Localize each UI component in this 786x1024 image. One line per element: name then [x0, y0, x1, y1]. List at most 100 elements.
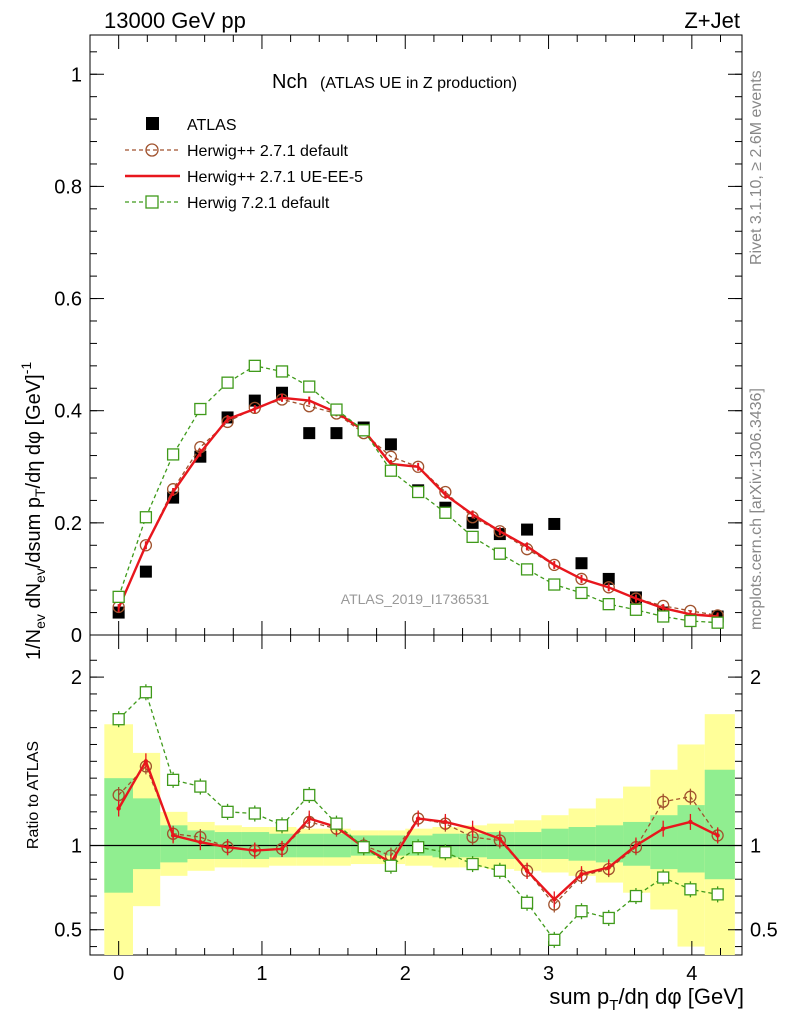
ratio-uee5-point: [688, 819, 693, 825]
atlas-data-point: [384, 438, 397, 451]
main-series-3: [112, 359, 724, 629]
atlas-data-point: [548, 517, 561, 530]
ratio-uee5-point: [443, 819, 448, 825]
ratio-plot-series: [112, 684, 724, 948]
herwig7-point: [139, 511, 153, 524]
rivet-version-label: Rivet 3.1.10, ≥ 2.6M events: [748, 70, 765, 265]
ratio-herwig7-point: [303, 788, 316, 802]
ratio-uee5-point: [415, 816, 421, 821]
ratio-herwig7-point: [248, 807, 261, 820]
plot-subtitle: (ATLAS UE in Z production): [320, 75, 517, 92]
herwig-default-point: [602, 581, 615, 594]
main-series-line-2: [117, 396, 718, 618]
ratio-herwig7-point: [575, 905, 588, 918]
ratio-herwig7-point: [357, 841, 370, 854]
ratio-y-axis-label: Ratio to ATLAS: [25, 741, 42, 849]
herwig7-point: [684, 614, 697, 628]
ratio-herwig7-point: [139, 686, 153, 699]
plot-title: Nch: [272, 71, 308, 93]
atlas-data-point: [167, 491, 180, 504]
legend-herwig7-label: Herwig 7.2.1 default: [187, 195, 330, 212]
herwig7-point: [629, 603, 643, 616]
ratio-uncertainty-bands: [104, 714, 735, 955]
ratio-uee5-point: [470, 826, 475, 831]
ratio-herwig7-point: [520, 896, 534, 909]
ratio-uee5-point: [307, 816, 312, 821]
herwig-default-point: [493, 525, 506, 538]
stat-band-segment: [160, 825, 188, 863]
legend-herwig-default-marker: [145, 143, 159, 157]
ratio-herwig7-point: [194, 780, 207, 793]
legend-herwig-default-label: Herwig++ 2.7.1 default: [187, 143, 349, 160]
ratio-uee5-point: [633, 843, 639, 848]
ratio-herwig7-point: [166, 773, 180, 786]
herwig7-point: [466, 530, 479, 544]
energy-title: 13000 GeV pp: [104, 8, 246, 33]
ratio-herwig7-point: [112, 713, 125, 726]
x-axis-label: sum pT/dη dφ [GeV]: [549, 984, 744, 1014]
ratio-herwig7-point: [439, 846, 452, 859]
herwig7-point: [303, 380, 316, 393]
ratio-uee5-point: [579, 871, 584, 877]
herwig7-point: [548, 578, 561, 591]
x-tick-label: 0: [113, 963, 124, 985]
main-y-axis-label: 1/Nev dNev/dsum pT/dη dφ [GeV]-1: [18, 362, 48, 660]
atlas-data-point: [521, 523, 534, 536]
ratio-uee5-point: [170, 833, 176, 838]
x-tick-label: 2: [400, 963, 411, 985]
ratio-uee5-point: [606, 865, 611, 870]
ratio-uee5-point: [225, 845, 230, 850]
ratio-uee5-point: [143, 759, 149, 764]
ratio-y-tick-label-right: 0.5: [750, 920, 778, 942]
stat-band-segment: [650, 815, 678, 870]
herwig7-point: [439, 506, 452, 519]
ratio-series-2: [112, 684, 724, 948]
main-y-tick-label: 0.6: [54, 289, 82, 311]
ratio-herwig7-point: [330, 817, 343, 830]
ratio-uee5-point: [524, 868, 530, 873]
herwig-default-point: [548, 558, 561, 572]
herwig7-point: [602, 598, 615, 611]
x-tick-label: 4: [686, 963, 697, 985]
ratio-herwig7-point: [493, 864, 506, 877]
ratio-uee5-point: [279, 846, 285, 852]
x-tick-label: 1: [256, 963, 267, 985]
main-series-1: [112, 393, 724, 622]
stat-band-segment: [595, 825, 624, 863]
process-title: Z+Jet: [684, 8, 740, 33]
ratio-uee5-point: [116, 806, 121, 811]
herwig7-point: [275, 365, 289, 378]
herwig7-point: [493, 547, 506, 560]
ratio-herwig-default-point: [657, 795, 670, 808]
ratio-uee5-point: [198, 839, 203, 845]
ratio-uee5-point: [552, 897, 557, 902]
ratio-y-tick-label: 0.5: [54, 920, 82, 942]
atlas-data-point: [602, 572, 615, 585]
ratio-series-line-0: [118, 765, 719, 906]
herwig7-point: [384, 464, 398, 477]
herwig7-point: [194, 402, 207, 416]
ratio-uee5-point: [660, 826, 666, 831]
herwig7-point: [330, 403, 343, 416]
herwig7-point: [520, 563, 534, 576]
main-y-tick-label: 1: [71, 64, 82, 86]
ratio-herwig7-point: [466, 857, 479, 871]
ratio-y-tick-label: 1: [71, 836, 82, 858]
main-plot-series: [112, 359, 724, 629]
ratio-uee5-point: [715, 833, 720, 838]
main-series-line-1: [118, 398, 718, 617]
legend-atlas-marker: [146, 117, 159, 130]
ratio-y-tick-label: 2: [71, 667, 82, 689]
ratio-herwig7-point: [684, 883, 697, 896]
analysis-watermark: ATLAS_2019_I1736531: [341, 591, 490, 607]
main-y-tick-label: 0.8: [54, 176, 82, 198]
ratio-y-tick-label-right: 2: [750, 667, 761, 689]
herwig7-point: [711, 616, 724, 629]
legend-uee5-label: Herwig++ 2.7.1 UE-EE-5: [187, 169, 363, 186]
ratio-herwig7-point: [275, 819, 289, 832]
ratio-herwig7-point: [629, 889, 643, 903]
herwig7-point: [411, 485, 425, 499]
legend-herwig7-marker: [145, 195, 159, 209]
herwig-default-point: [575, 572, 588, 586]
